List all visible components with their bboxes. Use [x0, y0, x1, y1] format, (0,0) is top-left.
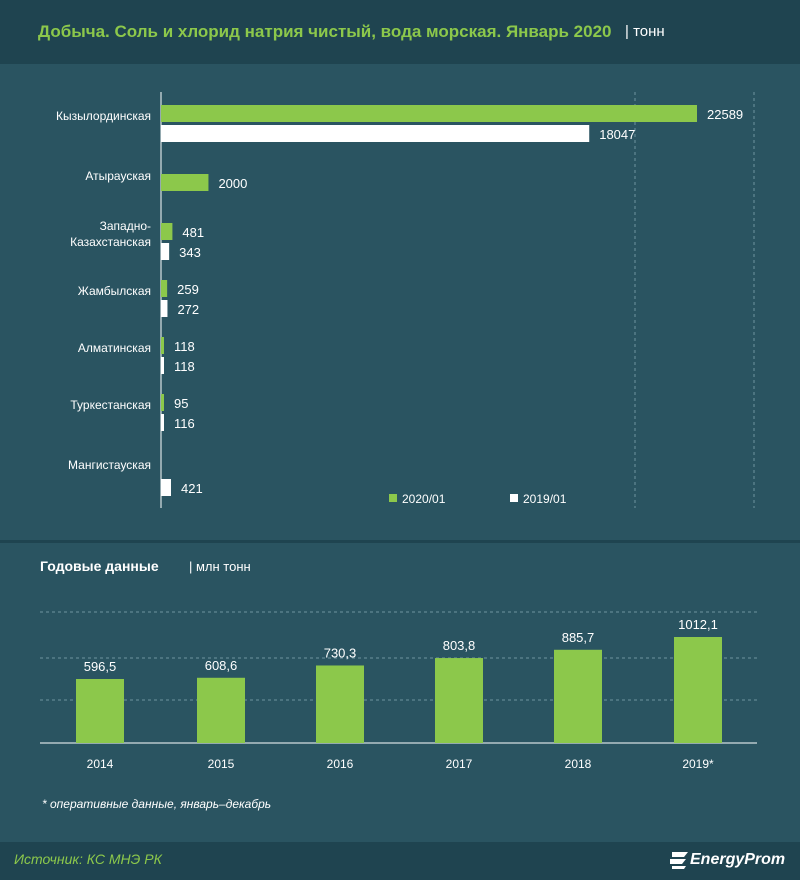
logo-icon: [670, 852, 688, 869]
value-label: 2000: [218, 176, 247, 191]
annual-value-label: 803,8: [443, 638, 476, 653]
annual-bar: [435, 658, 483, 743]
annual-value-label: 730,3: [324, 645, 357, 660]
value-label: 421: [181, 481, 203, 496]
value-label: 343: [179, 245, 201, 260]
legend-swatch-2019: [510, 494, 518, 502]
year-label: 2016: [327, 757, 354, 771]
bar-2019: [161, 357, 164, 374]
bar-2019: [161, 414, 164, 431]
annual-value-label: 1012,1: [678, 617, 718, 632]
annual-value-label: 608,6: [205, 658, 238, 673]
value-label: 18047: [599, 127, 635, 142]
value-label: 118: [174, 339, 195, 354]
category-label: Туркестанская: [70, 398, 151, 412]
annual-value-label: 596,5: [84, 659, 117, 674]
section-divider: [0, 540, 800, 543]
annual-unit: | млн тонн: [189, 559, 251, 574]
year-label: 2019*: [682, 757, 714, 771]
value-label: 95: [174, 396, 188, 411]
annual-bar: [197, 677, 245, 743]
legend-label-2019: 2019/01: [523, 492, 567, 506]
legend-swatch-2020: [389, 494, 397, 502]
bar-2020: [161, 223, 173, 240]
chart-title: Добыча. Соль и хлорид натрия чистый, вод…: [38, 22, 612, 41]
bar-2020: [161, 105, 697, 122]
bar-2020: [161, 174, 209, 191]
category-label: Атырауская: [85, 169, 151, 183]
year-label: 2015: [208, 757, 235, 771]
annual-value-label: 885,7: [562, 630, 595, 645]
year-label: 2017: [446, 757, 473, 771]
bar-2019: [161, 300, 168, 317]
category-label: Жамбылская: [78, 284, 151, 298]
value-label: 22589: [707, 107, 743, 122]
bar-2020: [161, 280, 168, 297]
footnote: * оперативные данные, январь–декабрь: [42, 797, 272, 811]
footer-bar: [0, 842, 800, 880]
value-label: 116: [174, 416, 195, 431]
legend-label-2020: 2020/01: [402, 492, 446, 506]
bar-2019: [161, 125, 590, 142]
bar-2019: [161, 479, 171, 496]
value-label: 259: [177, 282, 199, 297]
annual-bar: [674, 637, 722, 743]
title-bar: [0, 0, 800, 64]
value-label: 481: [182, 225, 204, 240]
bar-2020: [161, 337, 164, 354]
logo-text: EnergyProm: [690, 851, 786, 868]
year-label: 2014: [87, 757, 114, 771]
source-text: Источник: КС МНЭ РК: [14, 851, 162, 867]
category-label: Кызылординская: [56, 109, 151, 123]
chart-unit: | тонн: [625, 23, 665, 40]
bar-2020: [161, 394, 164, 411]
annual-bar: [554, 649, 602, 743]
annual-title: Годовые данные: [40, 558, 159, 574]
annual-bar: [316, 665, 364, 743]
annual-bar: [76, 679, 124, 743]
bar-2019: [161, 243, 170, 260]
category-label: Алматинская: [78, 341, 151, 355]
value-label: 118: [174, 359, 195, 374]
category-label: Западно-Казахстанская: [70, 219, 151, 249]
category-label: Мангистауская: [68, 458, 151, 472]
year-label: 2018: [565, 757, 592, 771]
value-label: 272: [177, 302, 199, 317]
